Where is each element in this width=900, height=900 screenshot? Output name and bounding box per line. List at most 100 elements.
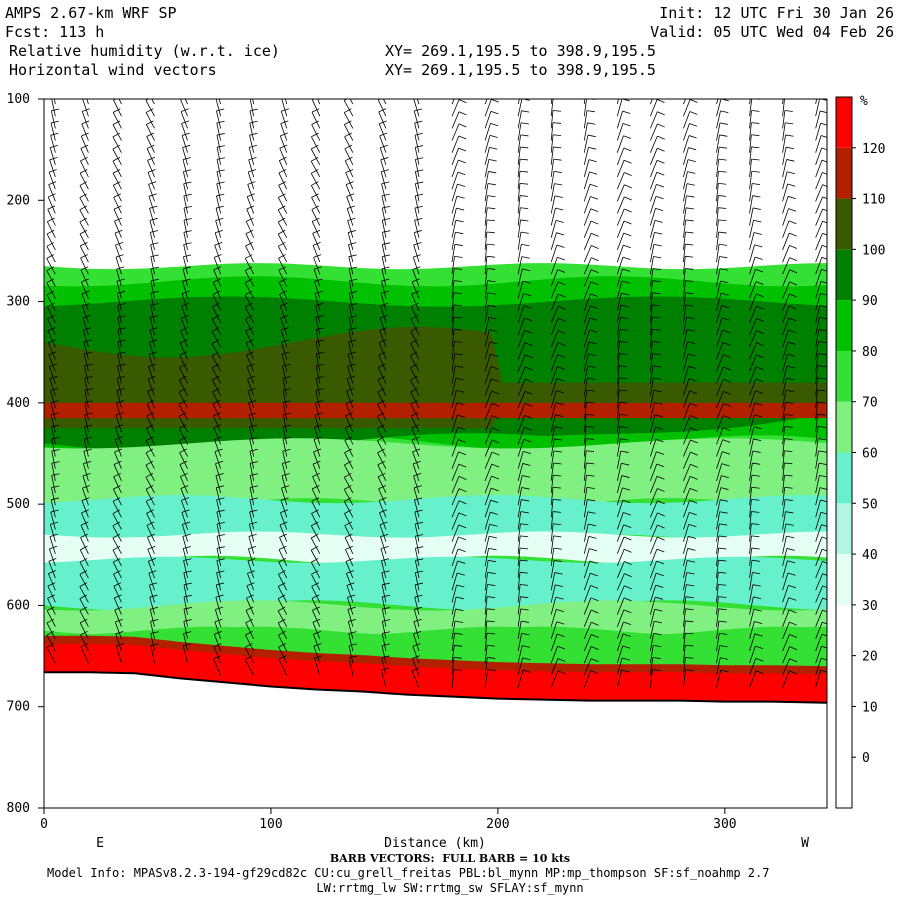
wind-barb-flag <box>522 657 531 661</box>
wind-barb <box>50 511 56 530</box>
wind-barb <box>583 196 591 214</box>
wind-barb <box>583 646 592 664</box>
wind-barb-flag <box>183 594 192 598</box>
wind-barb-flag <box>282 85 290 87</box>
wind-barb-flag <box>754 633 763 637</box>
wind-barb <box>749 523 752 542</box>
wind-barb <box>378 342 387 360</box>
wind-barb <box>649 402 655 421</box>
wind-barb <box>815 670 822 688</box>
wind-barb-flag <box>315 303 324 306</box>
wind-barb-flag <box>524 342 533 346</box>
wind-barb <box>451 464 460 481</box>
wind-barb <box>112 148 122 166</box>
wind-barb <box>114 221 122 238</box>
wind-barb <box>381 232 387 250</box>
wind-barb <box>517 451 524 469</box>
wind-barb-flag <box>84 363 93 367</box>
wind-barb <box>345 415 354 433</box>
wind-barb-flag <box>619 365 628 367</box>
valid-time: Valid: 05 UTC Wed 04 Feb 26 <box>650 23 894 41</box>
wind-barb <box>583 184 591 202</box>
wind-barb <box>583 329 590 348</box>
wind-barb <box>381 657 387 676</box>
wind-barb-flag <box>557 658 566 662</box>
wind-barb-flag <box>589 171 598 175</box>
wind-barb <box>550 390 557 409</box>
wind-barb-flag <box>819 475 827 478</box>
wind-barb <box>281 463 288 481</box>
wind-barb <box>247 573 255 591</box>
wind-barb-flag <box>751 146 760 149</box>
wind-barb <box>550 597 557 615</box>
wind-barb <box>451 512 460 530</box>
wind-barb-flag <box>277 594 286 600</box>
wind-barb-flag <box>655 596 663 600</box>
wind-barb <box>517 547 521 566</box>
wind-barb <box>484 171 489 190</box>
wind-barb-flag <box>46 242 55 247</box>
wind-barb <box>683 608 686 627</box>
wind-barb <box>380 536 387 554</box>
wind-barb-flag <box>249 120 258 124</box>
wind-barb-flag <box>719 243 728 246</box>
wind-barb-flag <box>49 169 57 173</box>
wind-barb <box>716 633 720 652</box>
wind-barb-flag <box>181 132 190 136</box>
wind-barb <box>550 134 554 153</box>
wind-barb <box>815 450 819 469</box>
wind-barb-flag <box>47 582 56 587</box>
wind-barb-flag <box>686 316 695 319</box>
wind-barb-flag <box>486 632 495 635</box>
wind-barb <box>248 426 255 445</box>
wind-barb-flag <box>753 219 762 223</box>
wind-barb-flag <box>787 572 796 576</box>
wind-barb-flag <box>558 318 566 322</box>
wind-barb <box>410 391 420 409</box>
wind-barb-flag <box>112 521 121 527</box>
wind-barb <box>147 391 155 409</box>
wind-barb-flag <box>181 509 190 513</box>
wind-barb-flag <box>83 448 92 452</box>
wind-barb-flag <box>821 645 827 649</box>
wind-barb <box>782 269 790 287</box>
wind-barb <box>583 585 591 603</box>
colorbar-segment <box>836 300 852 351</box>
wind-barb <box>583 317 591 336</box>
wind-barb-flag <box>756 354 764 359</box>
wind-barb-flag <box>278 545 287 551</box>
wind-barb-flag <box>112 120 121 126</box>
wind-barb-flag <box>788 329 797 334</box>
wind-barb <box>616 172 625 190</box>
wind-barb <box>815 220 823 238</box>
wind-barb <box>113 585 122 603</box>
wind-barb <box>749 621 755 639</box>
wind-barb <box>216 536 222 554</box>
wind-barb <box>616 609 625 627</box>
wind-barb <box>716 99 719 105</box>
colorbar-segment <box>836 97 852 148</box>
wind-barb-flag <box>487 268 496 270</box>
wind-barb-flag <box>282 436 291 440</box>
wind-barb <box>247 390 255 409</box>
wind-barb-flag <box>519 547 528 550</box>
wind-barb-flag <box>283 412 292 415</box>
wind-barb <box>716 268 721 287</box>
wind-barb <box>749 171 753 190</box>
wind-barb <box>517 523 521 542</box>
wind-barb-flag <box>488 547 497 551</box>
wind-barb-flag <box>685 620 694 623</box>
wind-barb-flag <box>657 512 665 517</box>
wind-barb-flag <box>687 353 696 357</box>
wind-barb-flag <box>345 169 354 174</box>
wind-barb-flag <box>655 584 664 588</box>
wind-barb-flag <box>785 146 794 150</box>
wind-barb-flag <box>414 108 423 112</box>
wind-barb <box>112 561 122 579</box>
wind-barb <box>376 428 387 445</box>
wind-barb-flag <box>113 485 121 490</box>
wind-barb <box>683 657 686 676</box>
wind-barb <box>815 365 819 384</box>
wind-barb <box>484 207 488 226</box>
wind-barb-flag <box>246 594 254 599</box>
